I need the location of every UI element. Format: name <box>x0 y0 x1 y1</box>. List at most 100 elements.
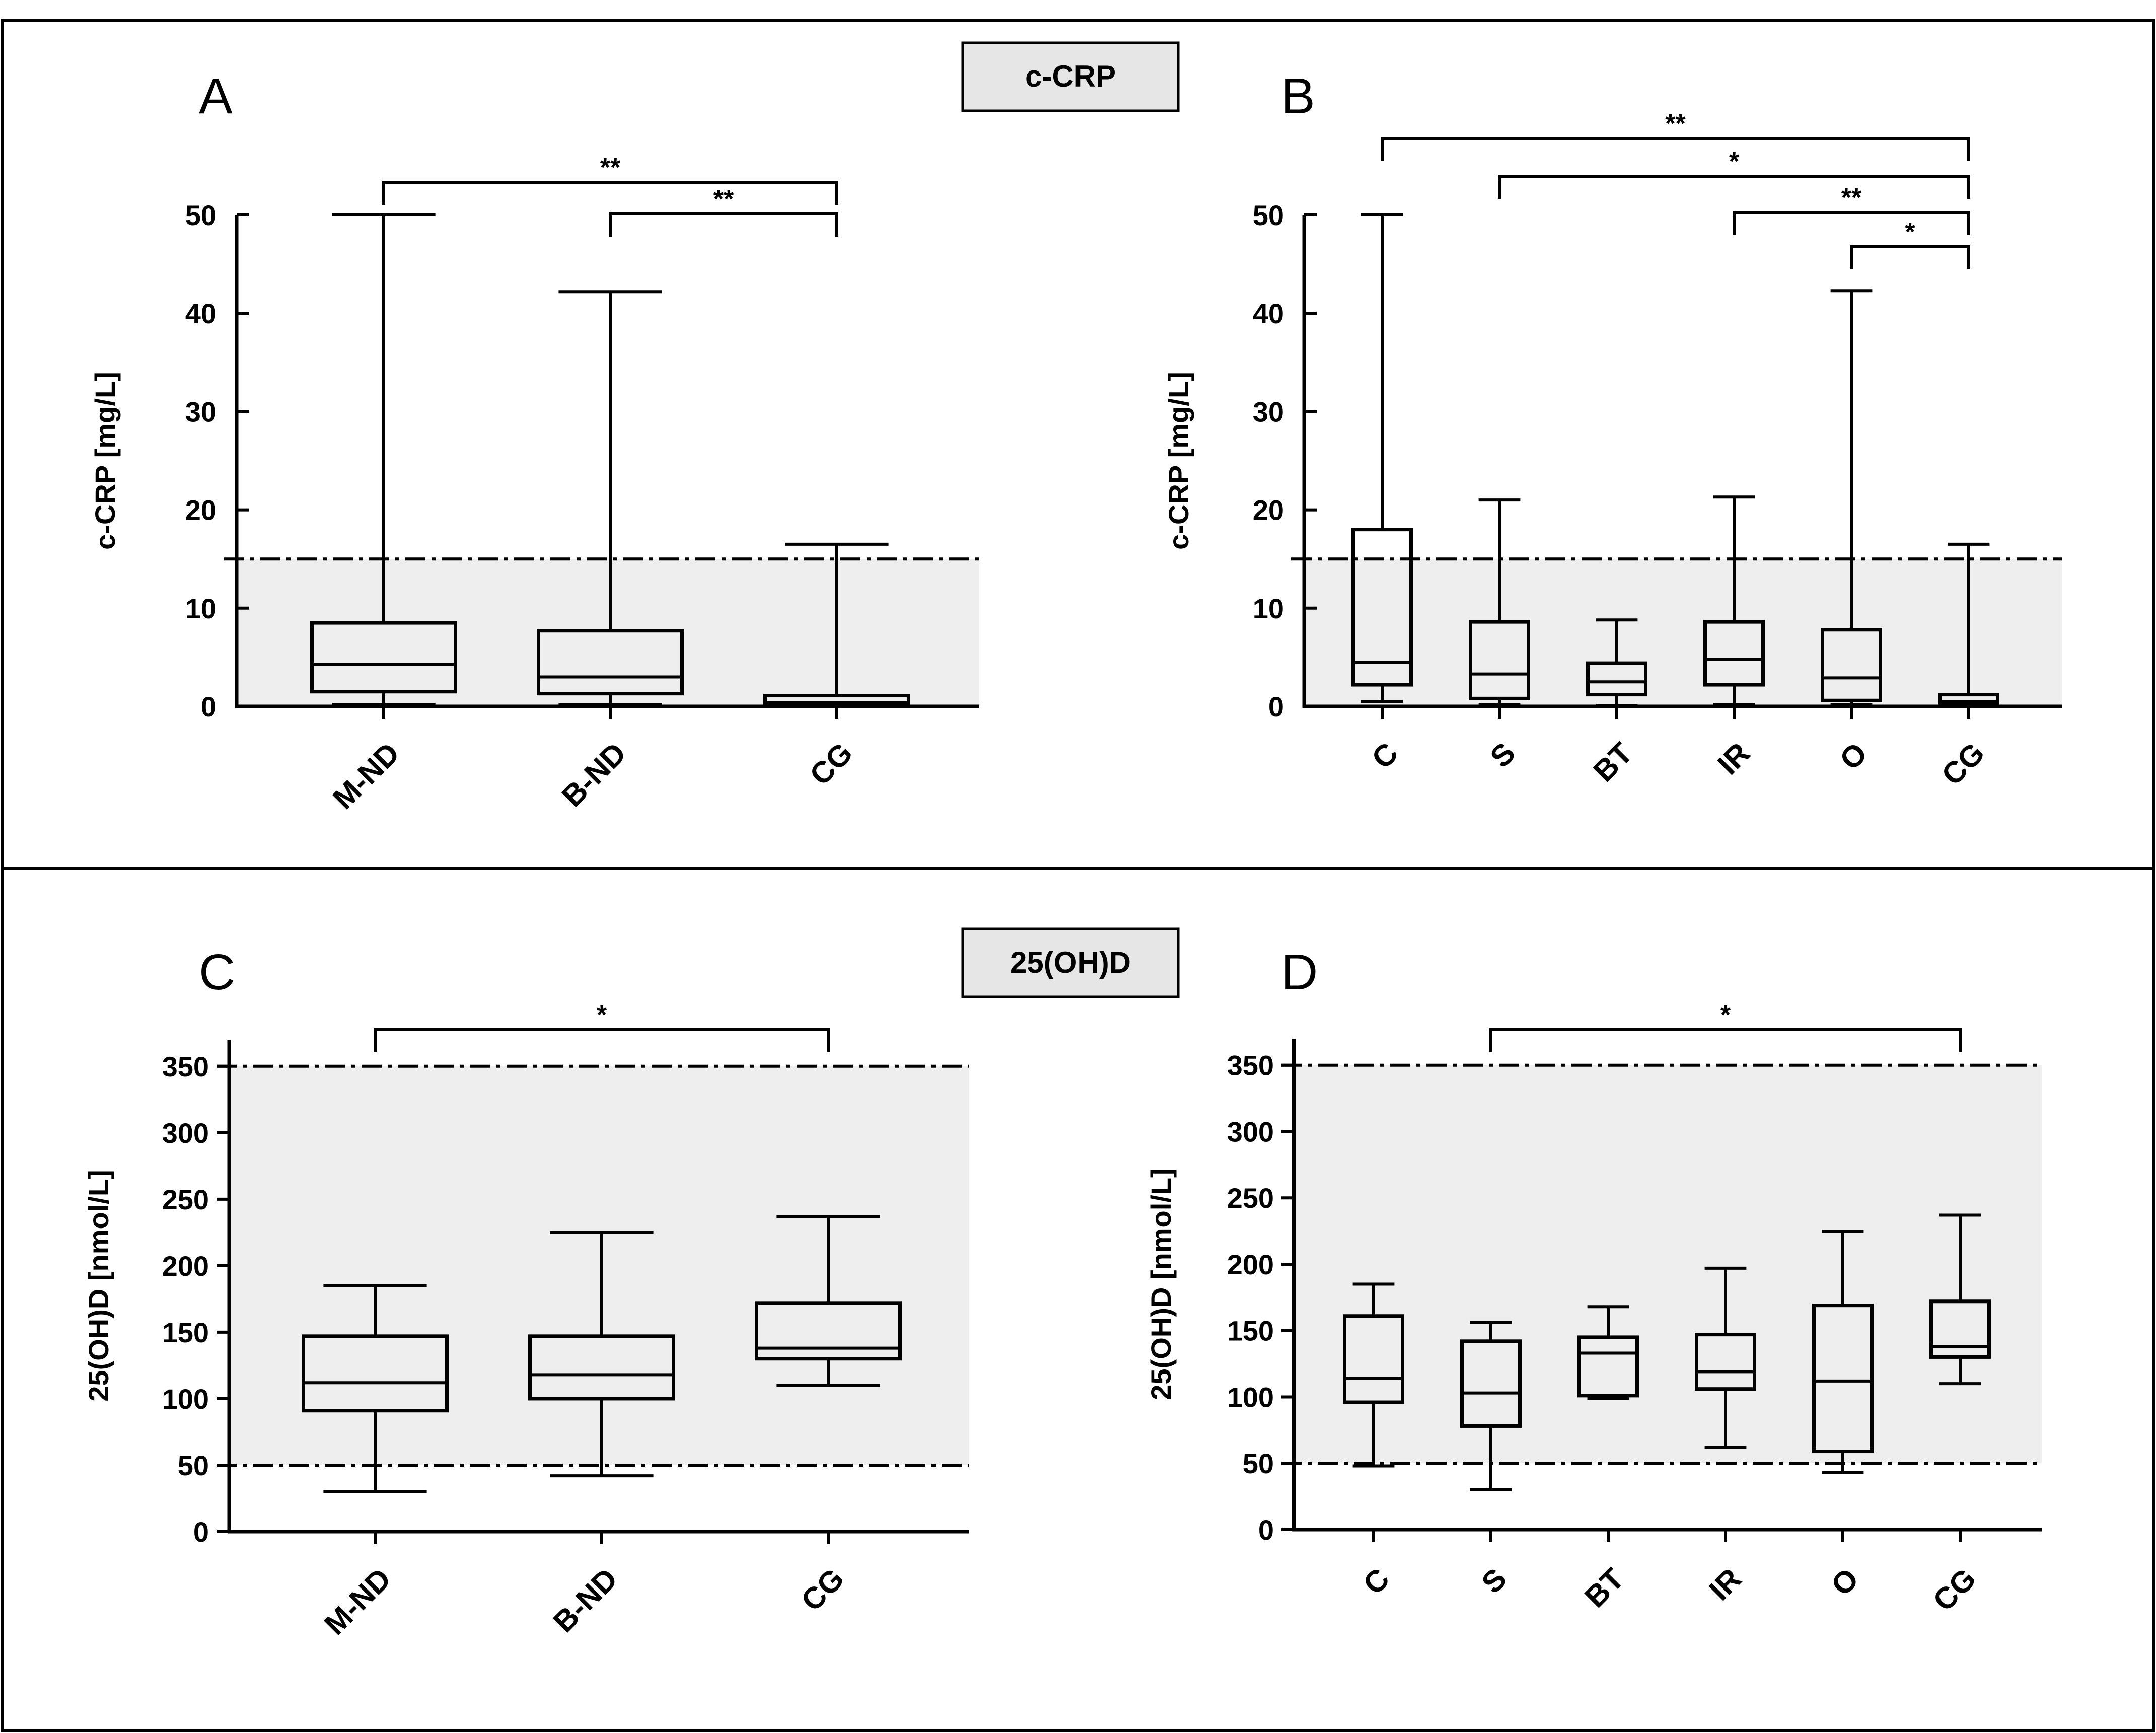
header-25ohd: 25(OH)D <box>961 927 1180 998</box>
panel-letter: A <box>199 68 233 124</box>
figure-border <box>1 19 2155 1732</box>
x-category-label: CG <box>803 736 859 792</box>
box-iqr <box>1703 620 1765 687</box>
header-ccrp-label: c-CRP <box>1025 59 1116 93</box>
y-tick-label: 30 <box>185 396 217 427</box>
y-tick-label: 200 <box>162 1250 209 1282</box>
x-category-label: B-ND <box>555 736 632 813</box>
header-ccrp: c-CRP <box>961 41 1180 112</box>
box-iqr <box>302 1334 449 1413</box>
panel-letter: C <box>199 944 235 1000</box>
y-tick-label: 50 <box>1253 199 1284 231</box>
box-iqr <box>1938 693 1999 706</box>
significance-bracket <box>1489 1028 1962 1052</box>
y-tick-label: 0 <box>1258 1514 1274 1546</box>
significance-bracket <box>1381 137 1970 161</box>
y-tick-label: 10 <box>1253 593 1284 624</box>
y-tick-label: 150 <box>162 1317 209 1348</box>
y-axis-title: c-CRP [mg/L] <box>1163 372 1194 550</box>
significance-label: * <box>1905 218 1915 247</box>
box-iqr <box>755 1301 902 1361</box>
y-tick-label: 20 <box>185 494 217 526</box>
y-tick-label: 300 <box>1227 1116 1274 1147</box>
box-iqr <box>1469 620 1530 700</box>
x-category-label: C <box>1356 1562 1396 1601</box>
panel-letter: B <box>1281 68 1315 124</box>
y-tick-label: 250 <box>1227 1182 1274 1214</box>
x-category-label: M-ND <box>318 1562 397 1641</box>
box-iqr <box>1351 528 1413 687</box>
box-iqr <box>763 694 910 706</box>
significance-label: * <box>1729 147 1740 176</box>
significance-bracket <box>1498 175 1970 199</box>
box-iqr <box>1577 1335 1639 1398</box>
x-category-label: CG <box>1926 1562 1982 1618</box>
significance-bracket <box>1733 211 1970 235</box>
significance-label: ** <box>1841 183 1862 212</box>
x-category-label: CG <box>1935 736 1991 792</box>
panel-a: Ac-CRP [mg/L] 0 10 20 30 40 50 M-ND B-ND CG ** ** <box>89 68 979 816</box>
y-tick-label: 150 <box>1227 1315 1274 1347</box>
y-tick-label: 350 <box>162 1051 209 1082</box>
y-tick-label: 350 <box>1227 1050 1274 1081</box>
box-iqr <box>1812 1304 1874 1454</box>
box-iqr <box>1586 661 1647 697</box>
y-tick-label: 0 <box>201 691 217 723</box>
y-tick-label: 50 <box>1243 1448 1274 1479</box>
box-iqr <box>1821 628 1882 702</box>
significance-bracket <box>382 181 838 205</box>
reference-range-shade <box>1294 1065 2042 1464</box>
x-category-label: S <box>1475 1562 1514 1600</box>
y-tick-label: 0 <box>1268 691 1284 723</box>
y-axis-title: c-CRP [mg/L] <box>89 372 121 550</box>
reference-range-shade <box>1304 559 2062 706</box>
significance-bracket <box>374 1028 830 1052</box>
box-iqr <box>528 1334 675 1401</box>
y-tick-label: 50 <box>178 1450 209 1481</box>
box-iqr <box>1929 1299 1991 1359</box>
y-axis-title: 25(OH)D [nmol/L] <box>1145 1168 1177 1400</box>
header-25ohd-label: 25(OH)D <box>1010 946 1131 979</box>
box-iqr <box>1343 1314 1404 1404</box>
panel-letter: D <box>1281 944 1318 1000</box>
reference-range-shade <box>237 559 979 706</box>
box-iqr <box>1695 1333 1756 1391</box>
y-tick-label: 250 <box>162 1184 209 1215</box>
x-category-label: M-ND <box>326 736 406 816</box>
significance-bracket <box>609 212 838 237</box>
y-tick-label: 300 <box>162 1117 209 1149</box>
y-tick-label: 200 <box>1227 1249 1274 1280</box>
panel-c: C 25(OH)D [nmol/L] 0 50 100 150 200 250 300 350 M-… <box>83 944 969 1641</box>
significance-label: ** <box>600 153 621 182</box>
y-tick-label: 10 <box>185 593 217 624</box>
x-category-label: B-ND <box>547 1562 624 1639</box>
x-category-label: O <box>1833 736 1874 776</box>
significance-bracket <box>1850 245 1970 269</box>
y-tick-label: 40 <box>185 298 217 329</box>
y-axis-title: 25(OH)D [nmol/L] <box>83 1170 114 1401</box>
significance-label: ** <box>1665 109 1686 138</box>
x-category-label: BT <box>1578 1562 1630 1614</box>
y-tick-label: 20 <box>1253 494 1284 526</box>
y-tick-label: 30 <box>1253 396 1284 427</box>
box-iqr <box>1460 1339 1522 1428</box>
x-category-label: C <box>1365 736 1404 775</box>
x-category-label: O <box>1825 1562 1865 1602</box>
reference-range-shade <box>229 1066 969 1465</box>
x-category-label: IR <box>1711 736 1756 781</box>
y-tick-label: 50 <box>185 199 217 231</box>
significance-label: * <box>1720 1000 1731 1030</box>
panel-d: D 25(OH)D [nmol/L] 0 50 100 150 200 250 300 350 C S… <box>1145 944 2042 1618</box>
y-tick-label: 40 <box>1253 298 1284 329</box>
box-iqr <box>310 621 457 694</box>
x-category-label: S <box>1484 736 1522 774</box>
y-tick-label: 100 <box>1227 1381 1274 1413</box>
significance-label: ** <box>713 185 734 214</box>
x-category-label: IR <box>1702 1562 1748 1607</box>
y-tick-label: 0 <box>193 1516 209 1548</box>
x-category-label: CG <box>795 1562 850 1618</box>
x-category-label: BT <box>1587 736 1639 788</box>
y-tick-label: 100 <box>162 1383 209 1415</box>
